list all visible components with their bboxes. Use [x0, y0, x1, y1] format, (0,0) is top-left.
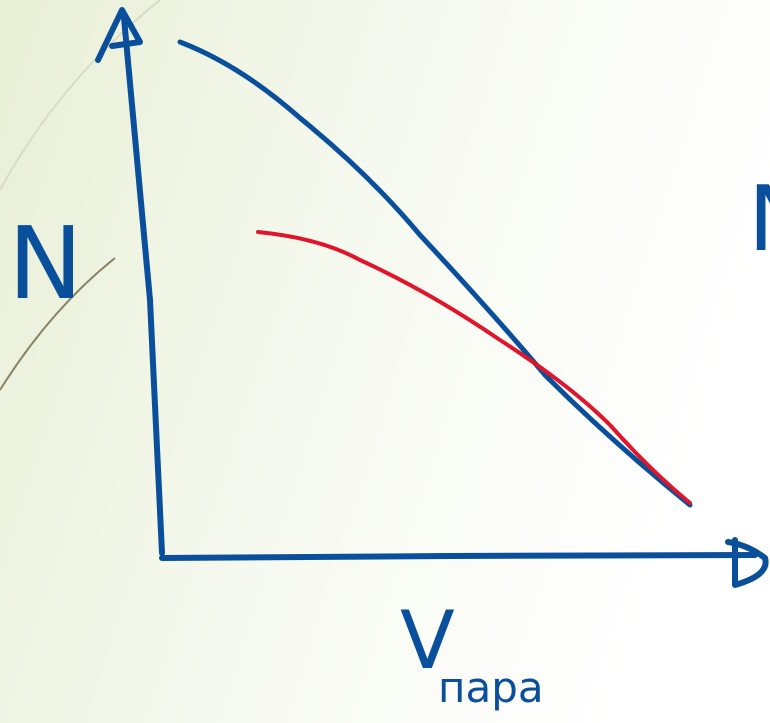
y-axis-label: N — [8, 205, 83, 322]
x-axis-label: V — [400, 594, 455, 687]
x-arrowhead — [725, 537, 769, 588]
axes — [95, 7, 769, 588]
decor-arc — [0, 0, 161, 191]
decor-arc — [0, 257, 116, 391]
right-label: N — [748, 167, 770, 272]
red-curve — [256, 230, 692, 505]
x-axis — [159, 552, 758, 561]
y-arrowhead — [95, 7, 143, 63]
y-axis — [121, 15, 165, 556]
x-axis-subscript: пара — [438, 663, 544, 712]
blue-curve — [177, 39, 693, 508]
